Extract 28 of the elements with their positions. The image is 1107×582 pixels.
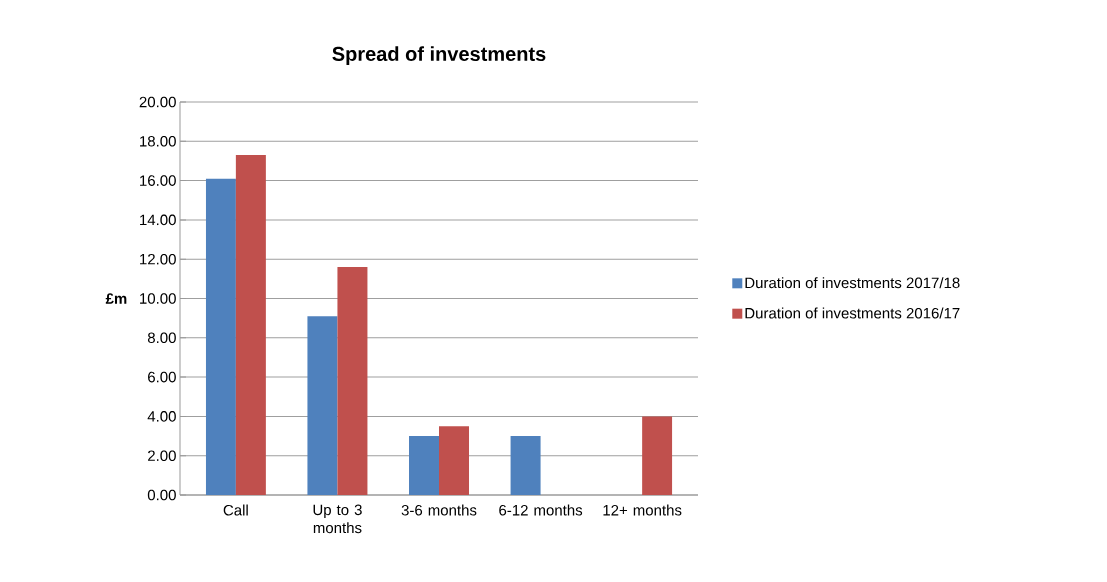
y-tick-label: 4.00 <box>147 411 176 422</box>
bar <box>510 436 541 495</box>
x-tick-label: Call <box>223 504 248 516</box>
x-tick-label: 3-6 months <box>401 504 477 516</box>
y-tick-label: 16.00 <box>140 175 176 186</box>
y-tick-label: 18.00 <box>140 135 176 147</box>
bar <box>409 436 440 495</box>
x-tick-label: 12+ months <box>603 504 682 516</box>
y-axis-title: £m <box>105 293 127 304</box>
bar <box>337 267 368 495</box>
bar <box>235 155 266 495</box>
y-tick-label: 6.00 <box>148 371 176 383</box>
bar <box>439 426 470 495</box>
x-tick-label: Up to 3 months <box>313 504 362 534</box>
y-tick-label: 20.00 <box>139 96 176 108</box>
bar <box>307 316 338 495</box>
y-tick-label: 2.00 <box>148 450 176 461</box>
y-tick-label: 10.00 <box>140 293 176 304</box>
y-tick-label: 12.00 <box>140 253 176 265</box>
chart-title: Spread of investments <box>332 46 546 65</box>
y-tick-label: 8.00 <box>147 332 176 344</box>
bar <box>205 178 236 495</box>
y-tick-label: 0.00 <box>147 489 176 501</box>
bar <box>642 416 673 495</box>
legend-label: Duration of investments 2016/17 <box>745 307 960 319</box>
x-tick-label: 6-12 months <box>499 504 583 516</box>
y-tick-label: 14.00 <box>140 214 176 226</box>
legend-label: Duration of investments 2017/18 <box>745 277 960 289</box>
